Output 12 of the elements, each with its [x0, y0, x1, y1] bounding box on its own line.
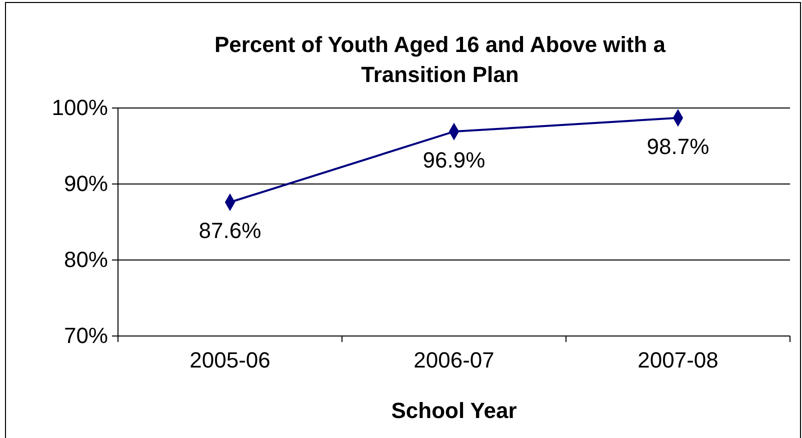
y-tick-label: 100%: [52, 95, 108, 120]
y-tick-label: 70%: [64, 323, 108, 348]
x-tick-label: 2007-08: [638, 348, 718, 373]
x-axis-title: School Year: [391, 398, 518, 423]
data-label: 98.7%: [646, 134, 710, 159]
data-label: 96.9%: [422, 148, 486, 173]
y-tick-label: 80%: [64, 247, 108, 272]
y-tick-label: 90%: [64, 171, 108, 196]
data-label: 87.6%: [198, 218, 262, 244]
chart-title: Percent of Youth Aged 16 and Above with a Transition Plan: [214, 32, 666, 87]
x-tick-label: 2005-06: [190, 348, 270, 373]
x-tick-label: 2006-07: [414, 348, 494, 373]
